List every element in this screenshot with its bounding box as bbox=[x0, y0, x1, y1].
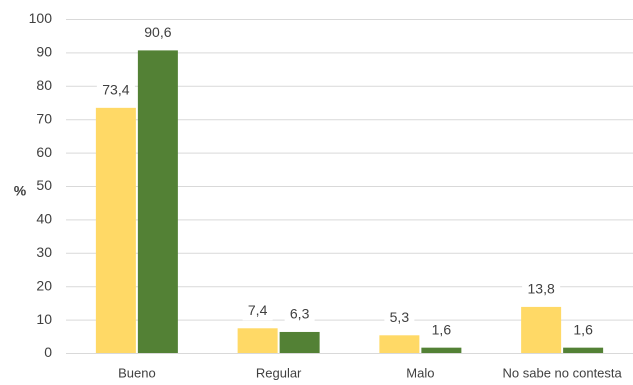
category-label: Malo bbox=[406, 365, 434, 380]
y-tick-label: 70 bbox=[36, 110, 52, 126]
y-tick-label: 30 bbox=[36, 244, 52, 260]
category-label: No sabe no contesta bbox=[503, 365, 623, 380]
bar bbox=[95, 107, 136, 354]
y-tick-label: 40 bbox=[36, 211, 52, 227]
bar bbox=[563, 347, 604, 353]
bar bbox=[279, 331, 320, 353]
bar bbox=[521, 306, 562, 353]
y-axis-ticks: 0 10 20 30 40 50 60 70 80 90 100 bbox=[29, 10, 53, 360]
y-tick-label: 100 bbox=[29, 10, 53, 26]
data-label-background bbox=[426, 321, 457, 340]
y-tick-label: 60 bbox=[36, 144, 52, 160]
y-tick-label: 50 bbox=[36, 177, 52, 193]
bar bbox=[379, 335, 420, 353]
y-axis-title: % bbox=[14, 183, 27, 199]
data-label: 90,6 bbox=[144, 24, 171, 40]
data-label: 1,6 bbox=[432, 321, 452, 337]
data-label-background bbox=[242, 302, 273, 321]
bar bbox=[237, 328, 278, 353]
data-label-background bbox=[96, 81, 135, 100]
bars bbox=[95, 50, 604, 354]
data-label: 7,4 bbox=[248, 302, 268, 318]
data-label: 73,4 bbox=[102, 82, 129, 98]
data-label-background bbox=[384, 309, 415, 328]
data-label: 1,6 bbox=[573, 321, 593, 337]
y-tick-label: 20 bbox=[36, 277, 52, 293]
data-label-background bbox=[568, 321, 599, 340]
category-labels: Bueno Regular Malo No sabe no contesta bbox=[118, 365, 622, 380]
y-tick-label: 0 bbox=[44, 344, 52, 360]
data-label-background bbox=[138, 24, 177, 43]
category-label: Regular bbox=[256, 365, 302, 380]
y-tick-label: 10 bbox=[36, 311, 52, 327]
bar bbox=[421, 347, 462, 353]
y-tick-label: 90 bbox=[36, 44, 52, 60]
data-label-background bbox=[522, 280, 561, 299]
bar bbox=[137, 50, 178, 354]
data-label-background bbox=[284, 305, 315, 324]
data-label: 13,8 bbox=[528, 281, 555, 297]
data-labels: 73,4 90,6 7,4 6,3 5,3 1,6 13,8 1,6 bbox=[96, 24, 599, 340]
data-label: 6,3 bbox=[290, 306, 310, 322]
category-label: Bueno bbox=[118, 365, 156, 380]
data-label: 5,3 bbox=[390, 309, 410, 325]
y-tick-label: 80 bbox=[36, 77, 52, 93]
